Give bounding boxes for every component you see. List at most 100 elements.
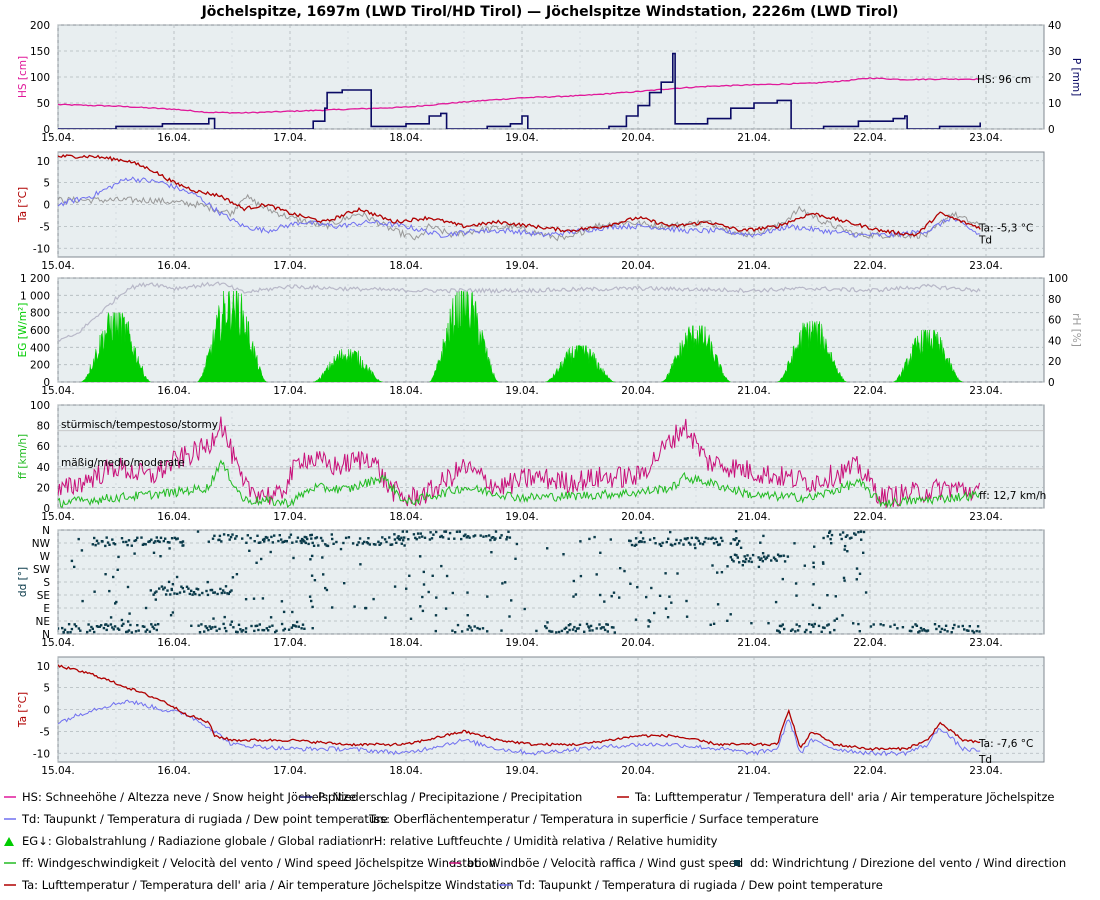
x-tick-label: 19.04. (505, 260, 538, 272)
dd-point (331, 537, 334, 541)
dd-point (500, 534, 503, 537)
dd-point (176, 592, 179, 596)
dd-point (200, 623, 203, 626)
dd-point (395, 541, 398, 544)
dd-point (95, 625, 99, 628)
dd-point (245, 541, 248, 544)
dd-point (716, 603, 720, 606)
dd-point (347, 536, 351, 539)
dd-point (738, 561, 741, 564)
dd-point (635, 543, 638, 547)
x-tick-label: 23.04. (969, 765, 1002, 777)
dd-point (599, 627, 603, 630)
dd-point (697, 539, 700, 543)
dd-point (976, 625, 980, 628)
dd-point (682, 543, 685, 546)
dd-point (482, 535, 485, 538)
dd-point (445, 574, 449, 578)
dd-point (469, 626, 472, 629)
dd-point (126, 543, 129, 547)
dd-point (144, 606, 148, 610)
dd-point (466, 628, 469, 631)
dd-point (435, 596, 438, 599)
dd-point (74, 625, 78, 628)
y-tick-label: E (43, 603, 50, 615)
dd-point (720, 571, 724, 574)
dd-point (255, 624, 259, 627)
dd-point (812, 625, 815, 628)
dd-point (170, 537, 174, 540)
dd-point (917, 631, 920, 634)
dd-point (777, 629, 780, 633)
y-tick-label: S (43, 577, 50, 589)
dd-point (281, 541, 284, 544)
dd-point (130, 544, 133, 547)
dd-point (820, 630, 823, 633)
annotation-td: Td (978, 235, 992, 247)
dd-point (292, 556, 295, 560)
dd-point (173, 536, 177, 540)
dd-point (455, 530, 459, 533)
x-tick-label: 20.04. (621, 132, 654, 144)
dd-point (603, 628, 607, 632)
dd-point (939, 630, 942, 634)
dd-point (104, 544, 107, 548)
dd-point (244, 627, 248, 630)
dd-point (675, 538, 678, 542)
y-tick-label: 10 (37, 156, 50, 168)
dd-point (961, 624, 964, 628)
dd-point (574, 593, 578, 596)
dd-point (356, 543, 359, 547)
dd-point (285, 540, 288, 543)
dd-point (690, 536, 693, 540)
dd-point (795, 623, 798, 626)
dd-point (140, 536, 143, 539)
dd-point (195, 587, 198, 590)
dd-point (712, 542, 716, 545)
dd-point (444, 530, 448, 533)
dd-point (805, 628, 808, 632)
dd-point (300, 541, 303, 545)
dd-point (853, 532, 856, 535)
dd-point (719, 536, 723, 540)
dd-point (79, 629, 82, 632)
dd-point (676, 572, 679, 575)
dd-point (492, 536, 495, 539)
y-axis-label: ff [km/h] (17, 434, 29, 479)
y-tick-label: 200 (30, 360, 50, 372)
dd-point (264, 535, 268, 539)
dd-point (155, 628, 158, 632)
dd-point (359, 563, 362, 566)
dd-point (729, 556, 732, 559)
dd-point (685, 599, 688, 603)
x-tick-label: 17.04. (273, 637, 306, 649)
x-tick-label: 22.04. (853, 132, 886, 144)
dd-point (775, 559, 778, 562)
dd-point (378, 543, 381, 546)
dd-point (98, 625, 101, 628)
y-axis-label: Ta [°C] (17, 692, 29, 728)
dd-point (133, 552, 136, 555)
x-tick-label: 17.04. (273, 385, 306, 397)
dd-point (636, 586, 639, 589)
dd-point (810, 623, 814, 626)
dd-point (178, 591, 182, 594)
y-axis-label: Ta [°C] (17, 187, 29, 223)
dd-point (441, 536, 445, 539)
dd-point (822, 536, 825, 540)
dd-point (699, 542, 702, 545)
dd-point (910, 629, 913, 633)
dd-point (507, 530, 510, 533)
dd-point (789, 629, 793, 632)
dd-point (658, 543, 661, 546)
dd-point (687, 541, 691, 545)
x-tick-label: 17.04. (273, 511, 306, 523)
dd-point (63, 628, 67, 631)
dd-point (152, 627, 156, 630)
dd-point (803, 630, 807, 634)
dd-point (311, 554, 314, 558)
dd-point (282, 540, 286, 543)
dd-point (114, 602, 117, 605)
plot-area (58, 281, 981, 382)
dd-point (685, 538, 688, 541)
